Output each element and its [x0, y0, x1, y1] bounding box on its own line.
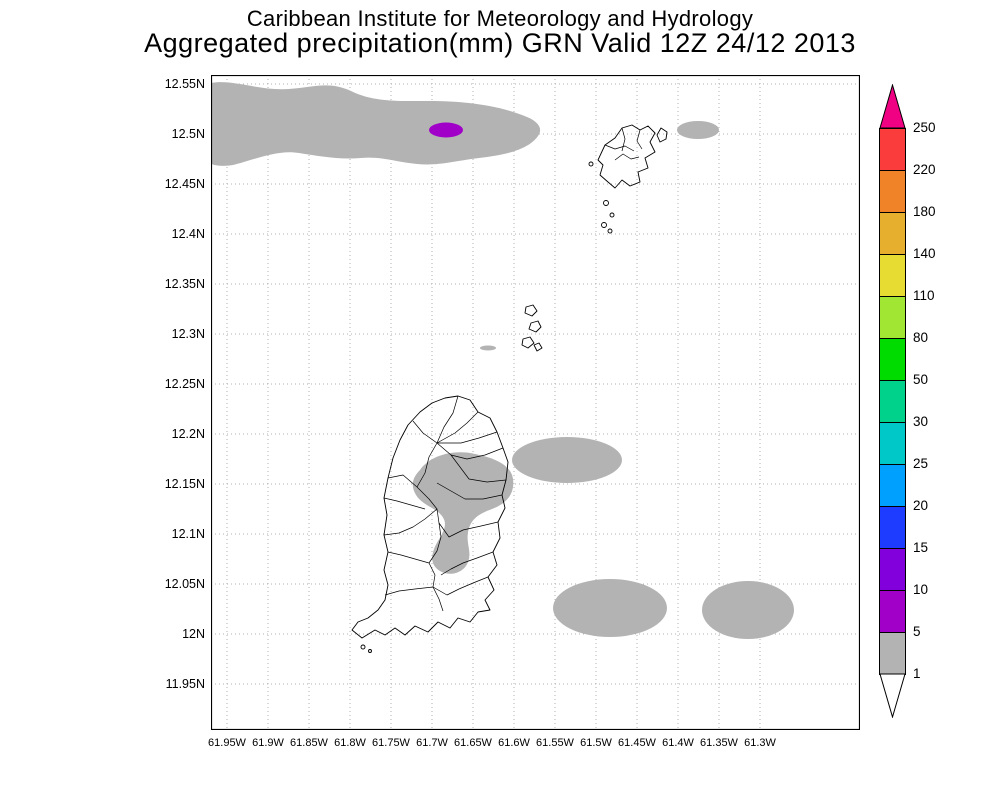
- colorbar-tick-label: 180: [913, 204, 936, 219]
- colorbar-segment: [879, 128, 906, 171]
- precip-blob-northeast: [677, 121, 719, 139]
- colorbar-tick-label: 220: [913, 162, 936, 177]
- lon-tick-label: 61.5W: [580, 737, 612, 749]
- lon-tick-label: 61.3W: [744, 737, 776, 749]
- map-plot: [211, 75, 860, 730]
- precip-blob-small-sliver: [480, 345, 496, 351]
- grenada-watershed-boundaries: [383, 395, 507, 612]
- colorbar-segment: [879, 170, 906, 213]
- colorbar-segment: [879, 422, 906, 465]
- lat-tick-label: 12.05N: [164, 577, 205, 591]
- colorbar-tick-label: 20: [913, 498, 929, 513]
- lon-tick-label: 61.7W: [416, 737, 448, 749]
- ronde-island-group: [521, 304, 543, 352]
- lon-tick-label: 61.4W: [662, 737, 694, 749]
- colorbar-segment: [879, 632, 906, 675]
- coastlines: [351, 124, 668, 653]
- grenada-island-coastline: [351, 395, 509, 639]
- colorbar-tick-label: 50: [913, 372, 929, 387]
- lon-tick-label: 61.9W: [252, 737, 284, 749]
- colorbar-segment: [879, 296, 906, 339]
- lat-tick-label: 12N: [182, 627, 205, 641]
- colorbar-tick-label: 10: [913, 582, 929, 597]
- islets-south-of-carriacou: [601, 200, 615, 234]
- colorbar-tick-label: 110: [913, 288, 935, 303]
- lat-tick-label: 12.5N: [171, 127, 205, 141]
- colorbar-tick-label: 15: [913, 540, 929, 555]
- lon-tick-label: 61.35W: [700, 737, 738, 749]
- precip-blob-south-right: [702, 581, 794, 639]
- lon-tick-label: 61.55W: [536, 737, 574, 749]
- colorbar-segment: [879, 506, 906, 549]
- colorbar-tick-label: 1: [913, 666, 921, 681]
- carriacou-internal-boundaries: [604, 127, 643, 161]
- colorbar-tick-label: 30: [913, 414, 929, 429]
- lat-tick-label: 12.2N: [171, 427, 205, 441]
- lat-tick-label: 12.45N: [164, 177, 205, 191]
- lat-tick-label: 12.25N: [164, 377, 205, 391]
- precip-blob-island-center: [412, 452, 514, 574]
- lat-tick-label: 12.4N: [171, 227, 205, 241]
- lat-tick-label: 12.55N: [164, 77, 205, 91]
- page-subtitle: Aggregated precipitation(mm) GRN Valid 1…: [144, 28, 856, 58]
- colorbar-segment: [879, 212, 906, 255]
- precip-blob-south-left: [553, 579, 667, 637]
- precip-shade-5-10mm: [429, 122, 463, 138]
- colorbar-segment: [879, 254, 906, 297]
- map-frame: [211, 75, 860, 730]
- colorbar-segment: [879, 548, 906, 591]
- lat-tick-label: 11.95N: [165, 677, 205, 691]
- lon-tick-label: 61.8W: [334, 737, 366, 749]
- colorbar-segment: [879, 338, 906, 381]
- page-title: Caribbean Institute for Meteorology and …: [246, 6, 754, 31]
- colorbar-segment: [879, 464, 906, 507]
- colorbar-tick-label: 25: [913, 456, 929, 471]
- colorbar-above-max-arrow: [879, 84, 906, 129]
- petite-martinique-island: [656, 127, 668, 143]
- colorbar-tick-label: 5: [913, 624, 921, 639]
- lon-tick-label: 61.65W: [454, 737, 492, 749]
- lon-tick-label: 61.85W: [290, 737, 328, 749]
- precip-blob-north-band: [211, 82, 541, 166]
- lat-tick-label: 12.35N: [164, 277, 205, 291]
- lon-tick-label: 61.6W: [498, 737, 530, 749]
- precip-blob-east-of-island: [512, 437, 622, 483]
- lat-tick-label: 12.3N: [171, 327, 205, 341]
- lon-tick-label: 61.75W: [372, 737, 410, 749]
- colorbar-segment: [879, 380, 906, 423]
- lon-tick-label: 61.45W: [618, 737, 656, 749]
- lat-tick-label: 12.1N: [171, 527, 205, 541]
- lat-tick-label: 12.15N: [164, 477, 205, 491]
- colorbar-tick-label: 140: [913, 246, 936, 261]
- islet-west-of-carriacou: [588, 161, 594, 167]
- colorbar-tick-label: 250: [913, 120, 936, 135]
- precip-shade-1-5mm: [211, 82, 794, 639]
- grenada-south-islets: [360, 644, 372, 653]
- carriacou-island-coastline: [597, 124, 656, 189]
- colorbar-tick-label: 80: [913, 330, 929, 345]
- colorbar-below-min-arrow: [879, 673, 906, 718]
- lon-tick-label: 61.95W: [208, 737, 246, 749]
- colorbar-segment: [879, 590, 906, 633]
